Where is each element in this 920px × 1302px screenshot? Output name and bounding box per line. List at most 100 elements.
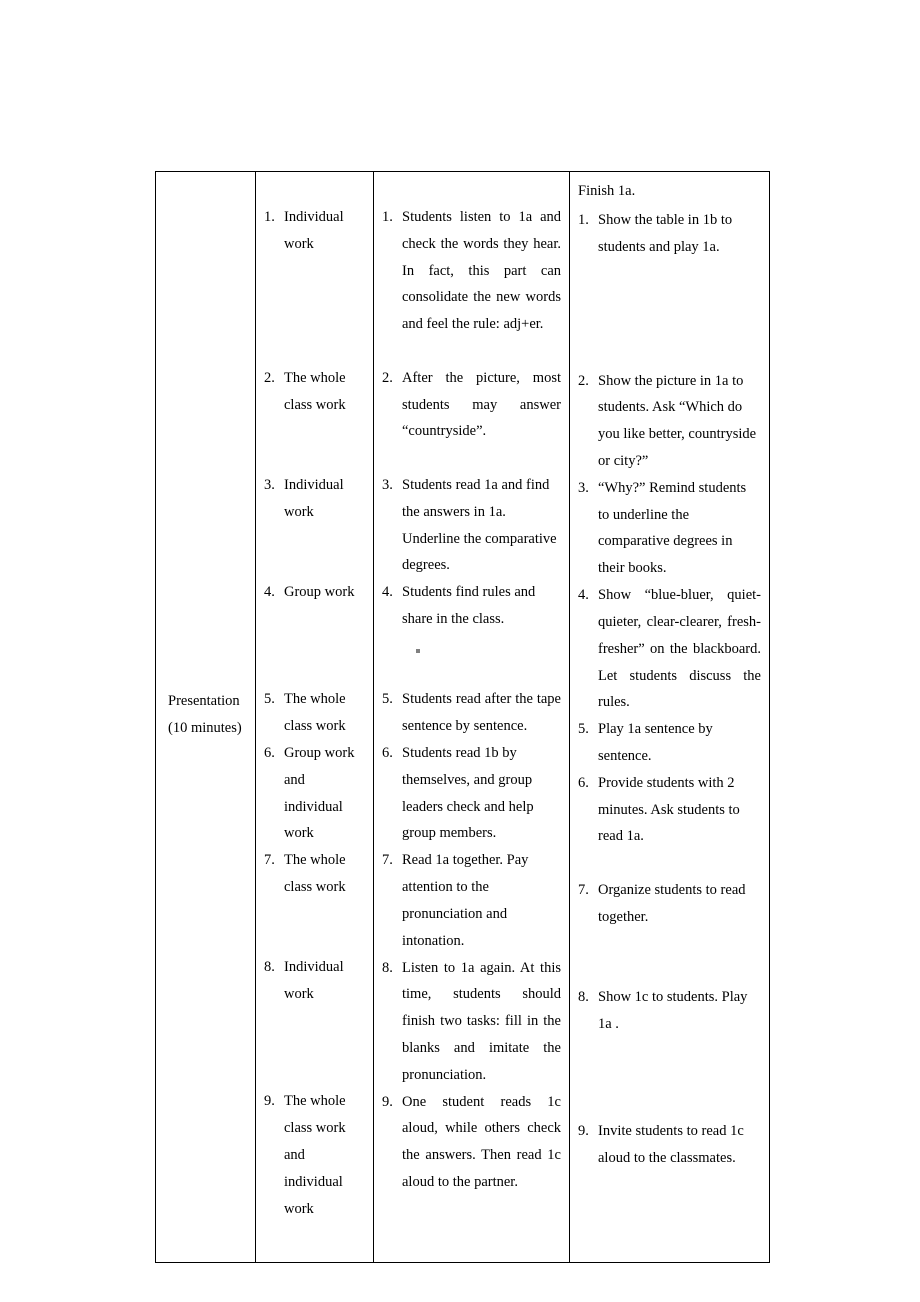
lesson-plan-table-wrap: Presentation (10 minutes) 1.Individual w… bbox=[155, 171, 769, 1263]
item-number: 5. bbox=[382, 686, 402, 713]
stage-cell: Presentation (10 minutes) bbox=[156, 172, 256, 1263]
item-number: 2. bbox=[382, 365, 402, 392]
row-block: 2.Show the picture in 1a to students. As… bbox=[578, 368, 761, 475]
item-text: Show “blue-bluer, quiet-quieter, clear-c… bbox=[598, 582, 761, 716]
list-item: 1.Show the table in 1b to students and p… bbox=[578, 207, 761, 261]
teacher-pre-line: Finish 1a. bbox=[578, 178, 761, 205]
item-number: 8. bbox=[264, 954, 284, 981]
item-number: 6. bbox=[578, 770, 598, 797]
item-number: 9. bbox=[382, 1089, 402, 1116]
item-number: 9. bbox=[578, 1118, 598, 1145]
stage-title: Presentation bbox=[168, 688, 247, 715]
item-text: Organize students to read together. bbox=[598, 877, 761, 931]
item-number: 3. bbox=[264, 472, 284, 499]
row-block: 5.The whole class work bbox=[264, 686, 365, 740]
student-activity-cell: 1.Students listen to 1a and check the wo… bbox=[374, 172, 570, 1263]
item-text: “Why?” Remind students to underline the … bbox=[598, 475, 761, 582]
item-text: Individual work bbox=[284, 472, 365, 526]
list-item: 2.The whole class work bbox=[264, 365, 365, 419]
list-item: 8.Show 1c to students. Play 1a . bbox=[578, 984, 761, 1038]
item-text: The whole class work bbox=[284, 365, 365, 419]
item-text: Read 1a together. Pay attention to the p… bbox=[402, 847, 561, 954]
stage-duration: (10 minutes) bbox=[168, 715, 247, 742]
item-number: 2. bbox=[578, 368, 598, 395]
list-item: 2.Show the picture in 1a to students. As… bbox=[578, 368, 761, 475]
interaction-pattern-cell: 1.Individual work2.The whole class work3… bbox=[256, 172, 374, 1263]
row-block: 6.Group work and individual work bbox=[264, 740, 365, 847]
list-item: 1.Individual work bbox=[264, 204, 365, 258]
list-item: 5.Students read after the tape sentence … bbox=[382, 686, 561, 740]
list-item: 6.Group work and individual work bbox=[264, 740, 365, 847]
row-block: 2.After the picture, most students may a… bbox=[382, 365, 561, 472]
item-text: Group work bbox=[284, 579, 365, 606]
item-number: 1. bbox=[578, 207, 598, 234]
list-item: 3.Students read 1a and find the answers … bbox=[382, 472, 561, 579]
item-text: Students read after the tape sentence by… bbox=[402, 686, 561, 740]
item-number: 8. bbox=[578, 984, 598, 1011]
row-block: 9.Invite students to read 1c aloud to th… bbox=[578, 1118, 761, 1252]
item-number: 5. bbox=[578, 716, 598, 743]
row-block: 8.Listen to 1a again. At this time, stud… bbox=[382, 955, 561, 1089]
list-item: 8.Listen to 1a again. At this time, stud… bbox=[382, 955, 561, 1089]
item-text: Students listen to 1a and check the word… bbox=[402, 204, 561, 338]
row-block: 1.Individual work bbox=[264, 204, 365, 365]
item-text: After the picture, most students may ans… bbox=[402, 365, 561, 445]
item-number: 4. bbox=[578, 582, 598, 609]
list-item: 4.Group work bbox=[264, 579, 365, 606]
spacer bbox=[264, 178, 365, 204]
list-item: 5.The whole class work bbox=[264, 686, 365, 740]
list-item: 9.The whole class work and individual wo… bbox=[264, 1088, 365, 1222]
row-block: 7.Read 1a together. Pay attention to the… bbox=[382, 847, 561, 954]
item-text: Students find rules and share in the cla… bbox=[402, 579, 561, 633]
item-text: Individual work bbox=[284, 954, 365, 1008]
item-number: 2. bbox=[264, 365, 284, 392]
item-number: 6. bbox=[264, 740, 284, 767]
item-text: The whole class work and individual work bbox=[284, 1088, 365, 1222]
row-block: 2.The whole class work bbox=[264, 365, 365, 472]
item-text: Listen to 1a again. At this time, studen… bbox=[402, 955, 561, 1089]
item-text: Group work and individual work bbox=[284, 740, 365, 847]
item-text: Students read 1b by themselves, and grou… bbox=[402, 740, 561, 847]
item-number: 5. bbox=[264, 686, 284, 713]
item-text: The whole class work bbox=[284, 686, 365, 740]
row-block: 7.The whole class work bbox=[264, 847, 365, 954]
row-block: 9.One student reads 1c aloud, while othe… bbox=[382, 1089, 561, 1223]
row-block: 5.Play 1a sentence by sentence. bbox=[578, 716, 761, 770]
list-item: 5.Play 1a sentence by sentence. bbox=[578, 716, 761, 770]
item-number: 3. bbox=[382, 472, 402, 499]
row-block: 9.The whole class work and individual wo… bbox=[264, 1088, 365, 1222]
row-block: 4.Students find rules and share in the c… bbox=[382, 579, 561, 686]
row-block: 7.Organize students to read together. bbox=[578, 877, 761, 984]
table-row: Presentation (10 minutes) 1.Individual w… bbox=[156, 172, 770, 1263]
item-number: 9. bbox=[264, 1088, 284, 1115]
item-number: 6. bbox=[382, 740, 402, 767]
item-text: One student reads 1c aloud, while others… bbox=[402, 1089, 561, 1196]
item-text: Individual work bbox=[284, 204, 365, 258]
item-number: 1. bbox=[264, 204, 284, 231]
item-text: Students read 1a and find the answers in… bbox=[402, 472, 561, 579]
list-item: 4.Students find rules and share in the c… bbox=[382, 579, 561, 633]
page: Presentation (10 minutes) 1.Individual w… bbox=[0, 0, 920, 1302]
list-item: 6.Students read 1b by themselves, and gr… bbox=[382, 740, 561, 847]
spacer bbox=[382, 178, 561, 204]
list-item: 7.Organize students to read together. bbox=[578, 877, 761, 931]
row-block: 3.“Why?” Remind students to underline th… bbox=[578, 475, 761, 582]
list-item: 7.The whole class work bbox=[264, 847, 365, 901]
list-item: 1.Students listen to 1a and check the wo… bbox=[382, 204, 561, 338]
item-number: 4. bbox=[264, 579, 284, 606]
item-number: 4. bbox=[382, 579, 402, 606]
row-block: 8.Individual work bbox=[264, 954, 365, 1088]
row-block: 6.Students read 1b by themselves, and gr… bbox=[382, 740, 561, 847]
list-item: 9.One student reads 1c aloud, while othe… bbox=[382, 1089, 561, 1196]
row-block: 1.Students listen to 1a and check the wo… bbox=[382, 204, 561, 365]
list-item: 3.“Why?” Remind students to underline th… bbox=[578, 475, 761, 582]
teacher-activity-cell: Finish 1a.1.Show the table in 1b to stud… bbox=[570, 172, 770, 1263]
item-number: 7. bbox=[264, 847, 284, 874]
list-item: 3.Individual work bbox=[264, 472, 365, 526]
item-text: Show the picture in 1a to students. Ask … bbox=[598, 368, 761, 475]
row-block: 3.Individual work bbox=[264, 472, 365, 579]
item-text: Play 1a sentence by sentence. bbox=[598, 716, 761, 770]
row-block: 4.Show “blue-bluer, quiet-quieter, clear… bbox=[578, 582, 761, 716]
list-item: 6.Provide students with 2 minutes. Ask s… bbox=[578, 770, 761, 850]
row-block: 3.Students read 1a and find the answers … bbox=[382, 472, 561, 579]
